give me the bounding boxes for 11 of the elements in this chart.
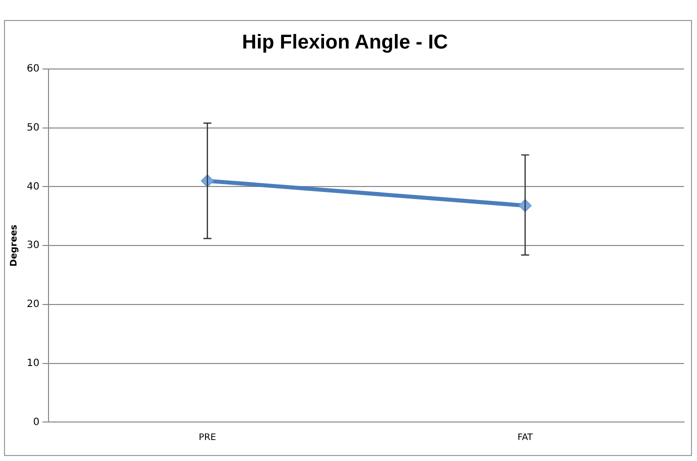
y-tick-label: 30 [26, 240, 40, 252]
y-tick-label: 50 [26, 122, 40, 134]
y-tick-label: 0 [33, 416, 40, 428]
x-tick-label: PRE [198, 432, 216, 443]
chart-title: Hip Flexion Angle - IC [242, 32, 448, 54]
y-tick-label: 20 [26, 299, 40, 310]
y-axis-title: Degrees [10, 224, 20, 267]
y-tick-label: 40 [26, 181, 40, 192]
y-tick-label: 10 [26, 358, 40, 369]
y-tick-label: 60 [26, 64, 40, 75]
x-tick-label: FAT [517, 432, 534, 443]
